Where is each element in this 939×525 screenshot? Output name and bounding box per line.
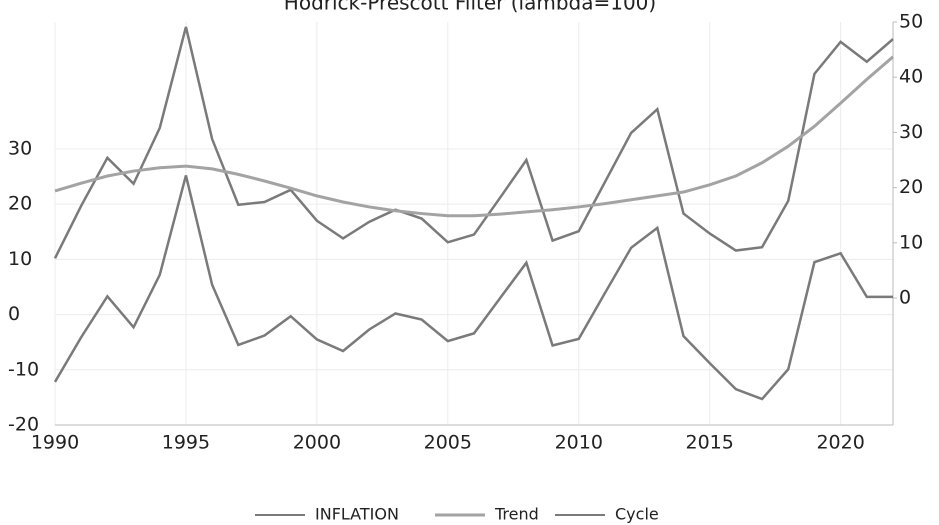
x-tick-label: 2020 <box>816 432 864 454</box>
x-tick-label: 2005 <box>424 432 472 454</box>
chart-title: Hodrick-Prescott Filter (lambda=100) <box>284 0 656 15</box>
x-tick-label: 1995 <box>162 432 210 454</box>
series-line <box>53 175 893 401</box>
y-tick-label: 0 <box>8 303 20 325</box>
y2-tick-label: 10 <box>899 231 923 253</box>
x-tick-label: 2010 <box>555 432 603 454</box>
y-tick-label: 30 <box>8 137 32 159</box>
y2-tick-label: 30 <box>899 121 923 143</box>
series-line <box>54 55 894 218</box>
y-tick-label: -20 <box>8 414 39 436</box>
y-tick-label: 20 <box>8 193 32 215</box>
legend-label: Cycle <box>615 505 659 524</box>
x-tick-label: 2000 <box>293 432 341 454</box>
y-tick-label: -10 <box>8 358 39 380</box>
y2-tick-label: 50 <box>899 11 923 33</box>
y-tick-label: 10 <box>8 248 32 270</box>
y2-tick-label: 40 <box>899 66 923 88</box>
legend-label: Trend <box>494 505 539 524</box>
series-line <box>53 26 894 259</box>
legend-label: INFLATION <box>315 505 399 524</box>
y2-tick-label: 20 <box>899 176 923 198</box>
y2-tick-label: 0 <box>899 287 911 309</box>
x-tick-label: 1990 <box>31 432 79 454</box>
x-tick-label: 2015 <box>686 432 734 454</box>
